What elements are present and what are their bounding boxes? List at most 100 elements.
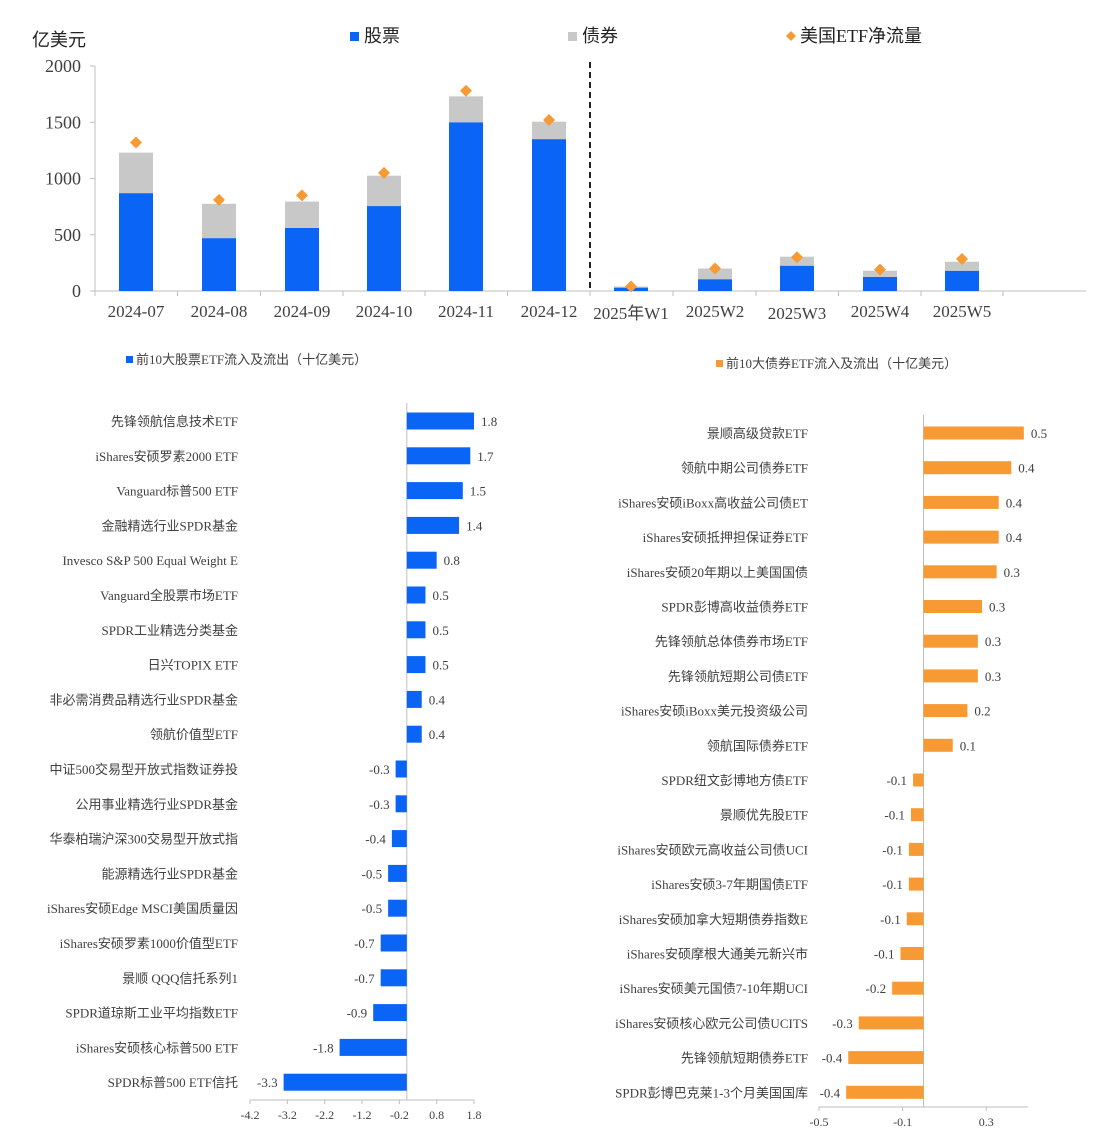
flow-bar: [923, 600, 983, 613]
value-label: -1.8: [313, 1040, 334, 1055]
category-label: SPDR彭博高收益债券ETF: [661, 600, 808, 615]
flow-bar: [406, 690, 422, 708]
value-label: 0.4: [429, 727, 446, 742]
value-label: 1.7: [477, 449, 494, 464]
flow-bar: [380, 969, 407, 987]
top-x-tick-label: 2024-10: [356, 302, 413, 321]
category-label: 景顺优先股ETF: [720, 808, 808, 823]
x-tick-label: 1.8: [467, 1108, 482, 1122]
value-label: -0.3: [369, 797, 390, 812]
category-label: iShares安硕美元国债7-10年期UCI: [620, 981, 809, 996]
top-x-tick-label: 2024-12: [521, 302, 578, 321]
flow-bar: [923, 426, 1024, 440]
legend-swatch: [568, 32, 577, 41]
value-label: 0.3: [985, 634, 1001, 649]
stock-bar: [285, 228, 319, 291]
category-label: iShares安硕iBoxx美元投资级公司: [621, 704, 808, 719]
stock-bar: [698, 279, 732, 291]
bond-bar: [202, 203, 236, 239]
x-tick-label: 0.3: [979, 1115, 994, 1129]
flow-bar: [892, 981, 924, 995]
value-label: -0.1: [882, 877, 903, 892]
value-label: -0.1: [882, 842, 903, 857]
category-label: Vanguard全股票市场ETF: [100, 588, 238, 603]
legend-swatch: [716, 360, 723, 367]
value-label: 0.5: [432, 588, 448, 603]
flow-bar: [923, 634, 978, 648]
flow-bar: [923, 495, 999, 509]
category-label: SPDR道琼斯工业平均指数ETF: [65, 1006, 238, 1021]
top-chart-ylabel: 亿美元: [32, 30, 86, 50]
flow-bar: [900, 947, 924, 960]
category-label: 日兴TOPIX ETF: [148, 658, 238, 673]
flow-bar: [380, 934, 407, 952]
category-label: 景顺高级贷款ETF: [707, 426, 808, 441]
category-label: Invesco S&P 500 Equal Weight E: [62, 553, 238, 568]
top-y-tick-label: 2000: [45, 56, 81, 76]
x-tick-label: -3.2: [278, 1108, 297, 1122]
category-label: SPDR纽文彭博地方债ETF: [661, 773, 808, 788]
net-flow-marker: [709, 262, 721, 275]
value-label: 1.5: [470, 484, 486, 499]
flow-bar: [913, 773, 924, 787]
category-label: 领航中期公司债券ETF: [681, 461, 808, 476]
legend-label: 前10大债券ETF流入及流出（十亿美元）: [726, 356, 957, 371]
flow-bar: [923, 530, 999, 544]
flow-bar: [339, 1038, 407, 1056]
bond-bar: [945, 261, 979, 271]
x-tick-label: -0.2: [390, 1108, 409, 1122]
legend-label: 债券: [582, 26, 618, 46]
category-label: iShares安硕摩根大通美元新兴市: [627, 947, 808, 962]
value-label: 0.4: [1018, 461, 1035, 476]
x-tick-label: -0.5: [810, 1115, 829, 1129]
flow-bar: [388, 899, 407, 917]
value-label: -0.4: [822, 1051, 843, 1066]
stock-bar: [945, 270, 979, 291]
category-label: 景顺 QQQ信托系列1: [122, 971, 238, 986]
flow-bar: [406, 725, 422, 743]
bond-bar: [119, 152, 153, 194]
top-x-tick-label: 2025W3: [768, 304, 827, 323]
category-label: iShares安硕罗素2000 ETF: [95, 449, 238, 464]
flow-bar: [395, 760, 407, 778]
category-label: iShares安硕核心欧元公司债UCITS: [615, 1016, 808, 1031]
legend-label: 前10大股票ETF流入及流出（十亿美元）: [136, 352, 367, 367]
value-label: 0.3: [989, 600, 1005, 615]
flow-bar: [910, 808, 924, 822]
net-flow-marker: [791, 251, 803, 264]
category-label: 先锋领航短期债券ETF: [681, 1051, 808, 1066]
stock-bar: [863, 276, 897, 291]
value-label: 0.8: [444, 553, 460, 568]
stock-bar: [780, 265, 814, 291]
top-y-tick-label: 500: [54, 225, 81, 245]
flow-bar: [923, 738, 953, 752]
value-label: 1.4: [466, 518, 483, 533]
value-label: -0.4: [820, 1085, 841, 1100]
top-x-tick-label: 2025W4: [851, 302, 910, 321]
equity-etf-flows-chart: -4.2 -3.2 -2.2 -1.2 -0.2 0.8 1.8 先锋领航信息技术ETF 1.8…: [47, 403, 497, 1122]
top-x-tick-label: 2024-11: [438, 302, 494, 321]
net-flow-marker: [543, 114, 555, 126]
stock-bar: [367, 206, 401, 291]
flow-bar: [848, 1051, 924, 1065]
value-label: -0.1: [874, 947, 895, 962]
flow-bar: [908, 842, 924, 856]
flow-bar: [406, 551, 437, 569]
category-label: iShares安硕加拿大短期债券指数E: [619, 912, 808, 927]
bond-bar: [449, 96, 483, 123]
category-label: 能源精选行业SPDR基金: [101, 866, 238, 881]
top-x-tick-label: 2025W5: [933, 302, 992, 321]
flow-bar: [908, 877, 924, 891]
category-label: Vanguard标普500 ETF: [116, 484, 238, 499]
category-label: SPDR标普500 ETF信托: [108, 1075, 238, 1090]
flow-bar: [388, 864, 407, 882]
category-label: 先锋领航短期公司债ETF: [668, 669, 808, 684]
x-tick-label: -0.1: [893, 1115, 912, 1129]
top-x-tick-label: 2024-09: [274, 302, 331, 321]
flow-bar: [858, 1016, 924, 1030]
flow-bar: [395, 795, 407, 813]
category-label: 先锋领航总体债券市场ETF: [655, 634, 808, 649]
bond-bar: [367, 175, 401, 207]
value-label: 0.3: [985, 669, 1001, 684]
value-label: -0.4: [365, 832, 386, 847]
